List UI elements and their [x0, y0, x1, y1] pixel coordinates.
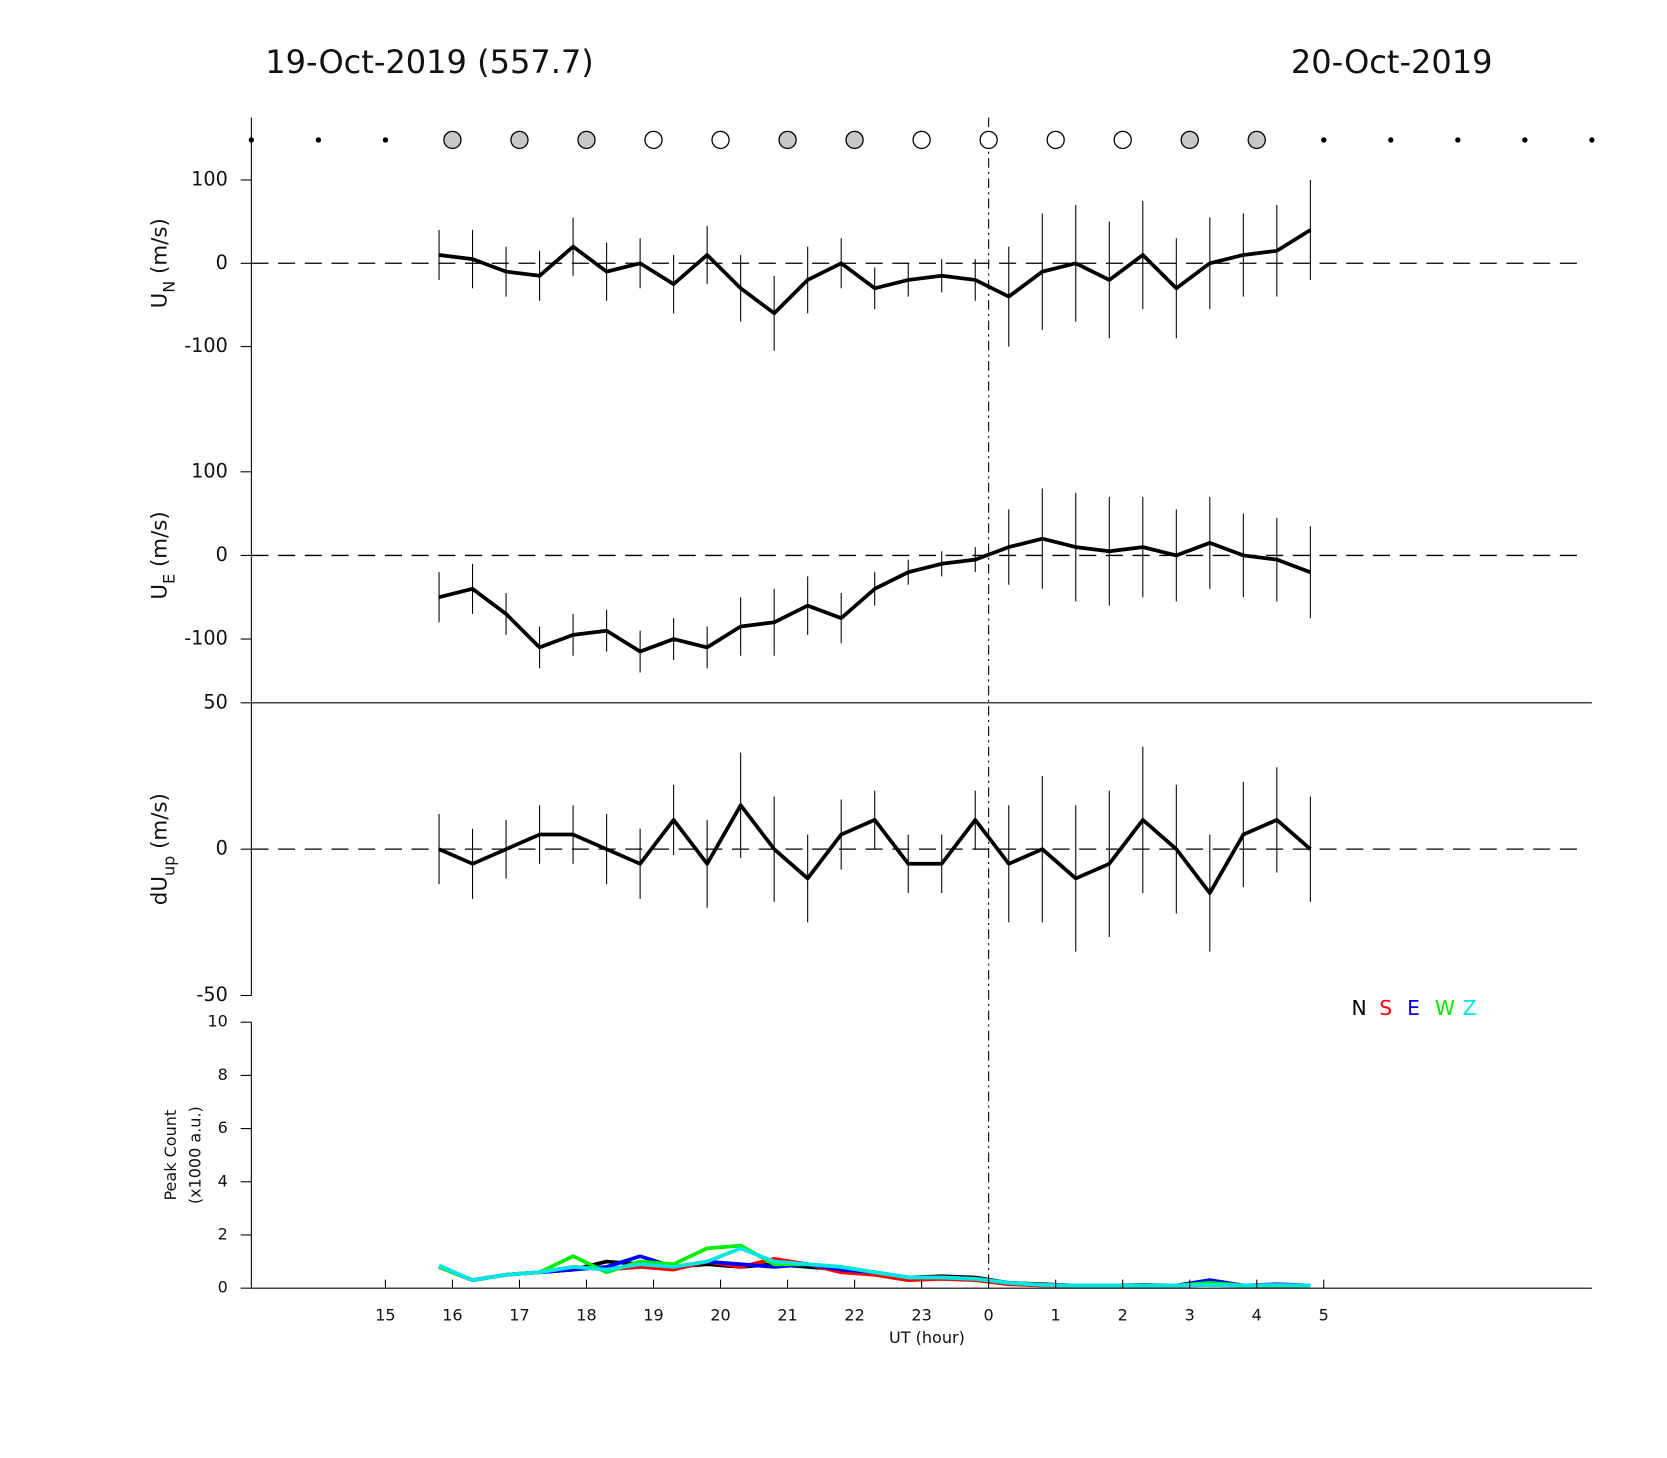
marker-open: [1046, 130, 1065, 150]
x-tick-label: 1: [1051, 1305, 1061, 1324]
x-tick-label: 21: [777, 1305, 797, 1324]
marker-dot: [1388, 137, 1394, 143]
y-label-main: dU: [148, 876, 173, 905]
y-label-sub: up: [160, 856, 179, 876]
x-tick-label: 19: [643, 1305, 663, 1324]
date-right: 20-Oct-2019: [1291, 43, 1493, 81]
y-axis-label: Peak Count: [161, 1110, 180, 1201]
x-tick-label: 0: [984, 1305, 994, 1324]
y-axis-label: (x1000 a.u.): [185, 1106, 204, 1204]
marker-dot: [1522, 137, 1528, 143]
y-tick-label: 2: [218, 1224, 228, 1243]
marker-dot: [248, 137, 255, 143]
marker-gray: [577, 130, 596, 150]
data-line: [438, 1246, 1311, 1288]
y-tick-label: 0: [216, 543, 228, 566]
y-tick-label: 100: [191, 459, 228, 482]
y-tick-label: -50: [196, 983, 227, 1006]
data-line: [438, 228, 1312, 316]
y-tick-label: 6: [218, 1118, 228, 1137]
marker-dot: [1321, 137, 1327, 143]
x-tick-label: 16: [442, 1305, 462, 1324]
marker-gray: [510, 130, 529, 150]
marker-dot: [382, 137, 389, 143]
y-label-sub: E: [160, 574, 179, 584]
x-tick-label: 18: [576, 1305, 596, 1324]
x-tick-label: 4: [1252, 1305, 1262, 1324]
x-tick-label: 17: [509, 1305, 529, 1324]
marker-gray: [778, 130, 797, 150]
x-tick-label: 5: [1319, 1305, 1329, 1324]
x-tick-label: 22: [844, 1305, 864, 1324]
y-tick-label: 50: [203, 690, 227, 713]
marker-dot: [1589, 137, 1595, 143]
legend-entry: S: [1379, 996, 1392, 1020]
marker-open: [1113, 130, 1132, 150]
marker-open: [711, 130, 730, 150]
y-label-main: U: [148, 293, 173, 309]
y-label-unit: (m/s): [148, 218, 173, 281]
date-left: 19-Oct-2019 (557.7): [265, 43, 594, 81]
y-tick-label: 100: [191, 167, 228, 190]
marker-open: [644, 130, 663, 150]
marker-gray: [845, 130, 864, 150]
marker-gray: [1180, 130, 1199, 150]
y-label-unit: (m/s): [148, 793, 173, 856]
marker-open: [979, 130, 998, 150]
y-label-main: U: [148, 584, 173, 600]
y-tick-label: 0: [216, 251, 228, 274]
x-tick-label: 3: [1185, 1305, 1195, 1324]
y-tick-label: 8: [218, 1065, 228, 1084]
marker-dot: [1455, 137, 1461, 143]
x-tick-label: 23: [911, 1305, 931, 1324]
y-label-sub: N: [160, 281, 179, 293]
y-axis-label: UN (m/s): [148, 218, 179, 308]
y-axis-label: dUup (m/s): [148, 793, 179, 905]
marker-gray: [443, 130, 462, 150]
y-label-unit: (m/s): [148, 511, 173, 574]
marker-open: [912, 130, 931, 150]
data-line: [438, 536, 1312, 654]
y-axis-label: UE (m/s): [148, 511, 179, 599]
legend-entry: N: [1352, 996, 1367, 1020]
y-tick-label: -100: [184, 627, 228, 650]
x-tick-label: 20: [710, 1305, 730, 1324]
y-tick-label: 0: [216, 837, 228, 860]
data-line: [438, 803, 1312, 895]
y-tick-label: 0: [218, 1278, 228, 1297]
x-tick-label: 2: [1118, 1305, 1128, 1324]
marker-dot: [315, 137, 322, 143]
marker-gray: [1247, 130, 1266, 150]
legend-entry: Z: [1463, 996, 1477, 1020]
legend-entry: W: [1435, 996, 1455, 1020]
legend-entry: E: [1407, 996, 1420, 1020]
y-tick-label: 4: [218, 1171, 228, 1190]
y-tick-label: -100: [184, 334, 228, 357]
y-tick-label: 10: [207, 1012, 227, 1031]
x-axis-label: UT (hour): [889, 1328, 965, 1347]
x-tick-label: 15: [375, 1305, 395, 1324]
